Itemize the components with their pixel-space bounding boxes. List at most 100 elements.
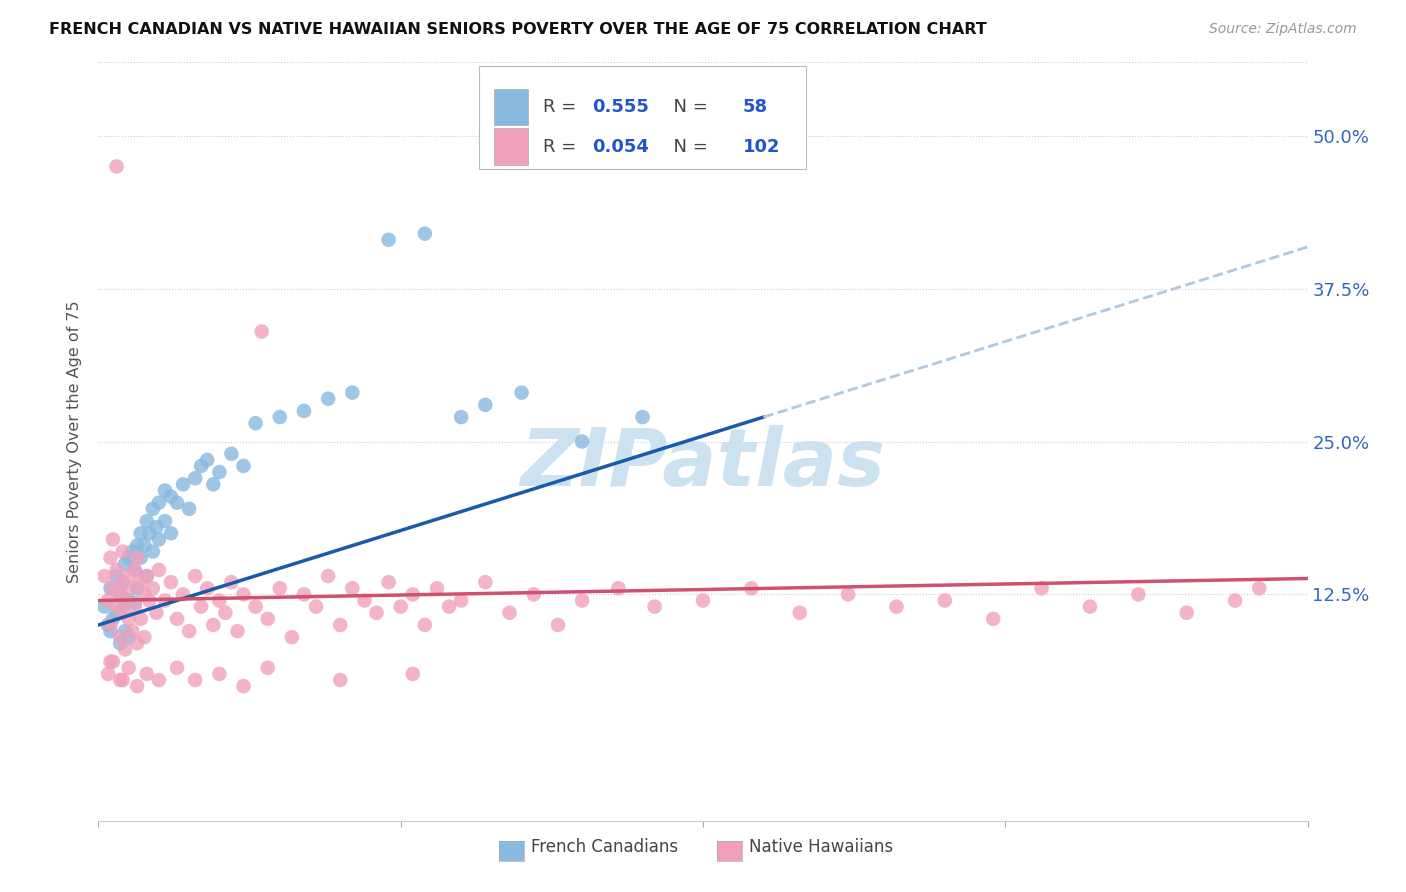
Text: 58: 58 xyxy=(742,98,768,116)
Point xyxy=(837,587,859,601)
Point xyxy=(934,593,956,607)
Point xyxy=(226,624,249,639)
Point xyxy=(329,673,352,687)
Point xyxy=(450,410,472,425)
Point xyxy=(105,569,128,583)
Point xyxy=(121,624,143,639)
Point xyxy=(142,544,165,558)
Text: Native Hawaiians: Native Hawaiians xyxy=(749,838,894,855)
Point xyxy=(124,599,146,614)
Point xyxy=(153,483,176,498)
Point xyxy=(166,612,188,626)
Text: R =: R = xyxy=(543,137,582,155)
Point xyxy=(208,593,231,607)
Point xyxy=(111,575,134,590)
Point xyxy=(145,520,167,534)
Point xyxy=(148,496,170,510)
Point xyxy=(100,618,122,632)
Point xyxy=(97,618,120,632)
Point xyxy=(245,416,267,430)
Point xyxy=(135,666,157,681)
Point xyxy=(413,227,436,241)
Point xyxy=(1031,582,1053,596)
FancyBboxPatch shape xyxy=(494,128,527,165)
Point xyxy=(208,666,231,681)
Point xyxy=(474,575,496,590)
Point xyxy=(135,569,157,583)
FancyBboxPatch shape xyxy=(479,66,806,169)
Point xyxy=(114,642,136,657)
Point xyxy=(105,606,128,620)
Point xyxy=(316,392,339,406)
Point xyxy=(571,593,593,607)
Point xyxy=(138,593,160,607)
Text: French Canadians: French Canadians xyxy=(531,838,679,855)
Point xyxy=(208,465,231,479)
Point xyxy=(981,612,1004,626)
Point xyxy=(100,550,122,565)
Point xyxy=(342,582,364,596)
Point xyxy=(134,539,156,553)
Point xyxy=(148,673,170,687)
Point xyxy=(342,385,364,400)
Point xyxy=(402,666,425,681)
Point xyxy=(631,410,654,425)
Text: R =: R = xyxy=(543,98,582,116)
Point xyxy=(101,582,124,596)
Point xyxy=(129,526,152,541)
Point xyxy=(413,618,436,632)
Point xyxy=(105,563,128,577)
Point xyxy=(97,666,120,681)
Point xyxy=(108,673,131,687)
Point xyxy=(281,630,304,644)
Point xyxy=(256,612,278,626)
Point xyxy=(353,593,375,607)
Y-axis label: Seniors Poverty Over the Age of 75: Seniors Poverty Over the Age of 75 xyxy=(67,301,83,582)
Point xyxy=(127,636,149,650)
Point xyxy=(111,544,134,558)
Point xyxy=(148,563,170,577)
Point xyxy=(118,661,141,675)
Point xyxy=(124,596,146,610)
Text: 0.555: 0.555 xyxy=(592,98,648,116)
Point xyxy=(118,593,141,607)
Point xyxy=(100,624,122,639)
Point xyxy=(138,526,160,541)
FancyBboxPatch shape xyxy=(494,89,527,126)
Point xyxy=(366,606,388,620)
Point xyxy=(127,679,149,693)
Point xyxy=(184,673,207,687)
Point xyxy=(124,563,146,577)
Point xyxy=(118,612,141,626)
Point xyxy=(184,569,207,583)
Point xyxy=(127,582,149,596)
Point xyxy=(101,612,124,626)
Point xyxy=(184,471,207,485)
Point xyxy=(202,618,225,632)
Point xyxy=(108,587,131,601)
Point xyxy=(101,533,124,547)
Point xyxy=(269,582,291,596)
Text: N =: N = xyxy=(662,137,713,155)
Point xyxy=(114,557,136,571)
Point xyxy=(221,447,243,461)
Point xyxy=(111,599,134,614)
Point xyxy=(111,575,134,590)
Text: ZIPatlas: ZIPatlas xyxy=(520,425,886,503)
Point xyxy=(1128,587,1150,601)
Point xyxy=(129,612,152,626)
Point xyxy=(153,514,176,528)
Point xyxy=(134,630,156,644)
Point xyxy=(108,630,131,644)
Point xyxy=(250,325,273,339)
Point xyxy=(118,630,141,644)
Point xyxy=(118,569,141,583)
Point xyxy=(426,582,449,596)
Point xyxy=(114,624,136,639)
Point xyxy=(1223,593,1246,607)
Point xyxy=(129,550,152,565)
Point xyxy=(377,233,399,247)
Point xyxy=(108,587,131,601)
Point xyxy=(127,550,149,565)
Point xyxy=(329,618,352,632)
